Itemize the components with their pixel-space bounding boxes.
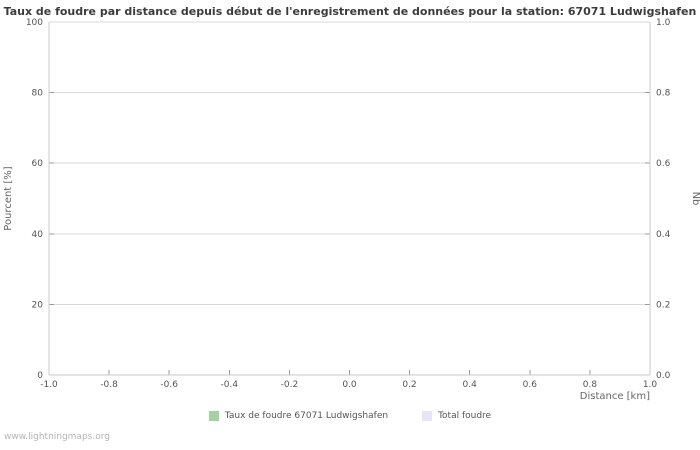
svg-text:-1.0: -1.0 (40, 380, 58, 390)
svg-text:0.8: 0.8 (656, 89, 671, 99)
legend-entry-total: Total foudre (422, 411, 491, 421)
svg-text:Nb: Nb (690, 192, 700, 206)
svg-text:100: 100 (26, 18, 43, 28)
svg-text:1.0: 1.0 (643, 380, 658, 390)
svg-text:Distance [km]: Distance [km] (580, 391, 650, 402)
svg-text:0.4: 0.4 (656, 230, 671, 240)
legend-label-taux-de-foudre: Taux de foudre 67071 Ludwigshafen (224, 411, 389, 421)
svg-text:0: 0 (37, 371, 43, 381)
svg-text:0.6: 0.6 (656, 159, 671, 169)
svg-text:80: 80 (32, 89, 44, 99)
svg-text:0.6: 0.6 (523, 380, 538, 390)
svg-text:1.0: 1.0 (656, 18, 671, 28)
chart-title: Taux de foudre par distance depuis début… (3, 5, 697, 18)
svg-text:-0.2: -0.2 (281, 380, 299, 390)
svg-text:-0.4: -0.4 (221, 380, 239, 390)
svg-text:20: 20 (32, 300, 44, 310)
svg-text:40: 40 (32, 230, 44, 240)
svg-text:60: 60 (32, 159, 44, 169)
legend-swatch-total-foudre (422, 411, 433, 421)
svg-text:0.8: 0.8 (583, 380, 598, 390)
svg-text:0.2: 0.2 (656, 300, 670, 310)
watermark: www.lightningmaps.org (4, 432, 110, 442)
svg-text:0.2: 0.2 (402, 380, 416, 390)
legend-entry-taux: Taux de foudre 67071 Ludwigshafen (208, 411, 389, 421)
legend-label-total-foudre: Total foudre (438, 411, 492, 421)
svg-text:0.0: 0.0 (656, 371, 671, 381)
svg-text:Pourcent [%]: Pourcent [%] (3, 166, 14, 231)
svg-text:-0.6: -0.6 (160, 380, 178, 390)
svg-text:0.4: 0.4 (463, 380, 478, 390)
legend: Taux de foudre 67071 Ludwigshafen Total … (0, 411, 700, 421)
svg-text:0.0: 0.0 (342, 380, 357, 390)
legend-swatch-taux-de-foudre (208, 411, 219, 421)
svg-text:-0.8: -0.8 (100, 380, 118, 390)
